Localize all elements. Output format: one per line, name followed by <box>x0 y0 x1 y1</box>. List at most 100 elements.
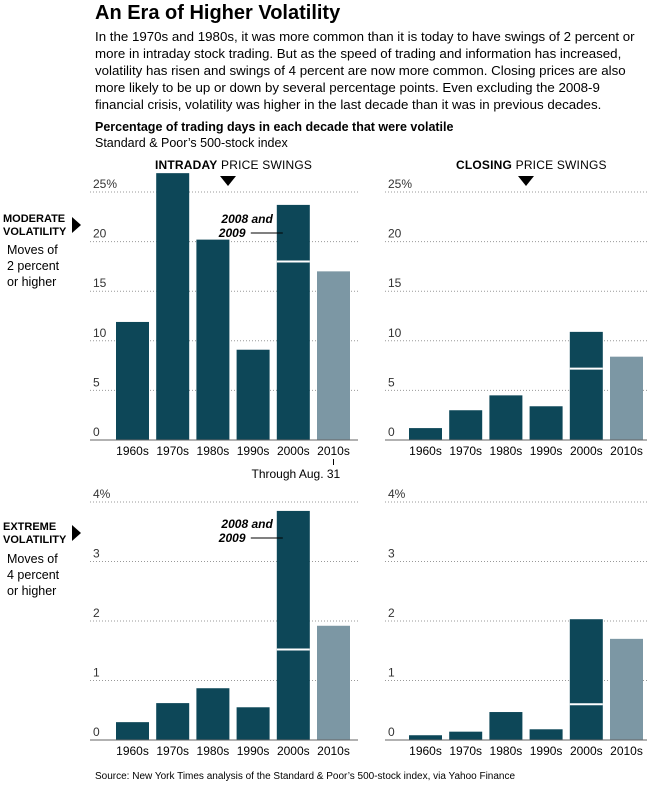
y-tick-label: 10 <box>93 326 107 340</box>
annotation-label-line1: 2008 and <box>220 212 273 226</box>
y-tick-label: 0 <box>388 425 395 439</box>
bar-2010s <box>610 638 643 740</box>
x-tick-label: 2010s <box>317 744 350 758</box>
bar-1990s <box>236 707 270 740</box>
row-label-moderate: MODERATE VOLATILITY <box>3 213 66 239</box>
x-tick-label: 1980s <box>490 744 523 758</box>
x-tick-label: 1970s <box>449 744 482 758</box>
bar-2010s <box>610 356 643 440</box>
row-label-extreme: EXTREME VOLATILITY <box>3 521 66 547</box>
x-tick-label: 2000s <box>570 744 603 758</box>
bar-1980s <box>489 712 523 740</box>
chart-extreme-intraday: 0 1 2 3 4% 1960s 1970s 1980s 1990s 2000s 2010s 2008… <box>90 487 358 758</box>
y-tick-label: 25% <box>388 177 412 191</box>
x-tick-label: 1980s <box>197 444 230 458</box>
y-tick-label: 15 <box>93 276 107 290</box>
bar-1970s <box>449 410 483 440</box>
x-tick-label: 1960s <box>116 744 149 758</box>
column-header-closing-bold: CLOSING <box>456 158 513 172</box>
intro-text: In the 1970s and 1980s, it was more comm… <box>95 29 635 112</box>
row-sub-moderate-line1: Moves of <box>7 243 58 257</box>
bar-2000s <box>569 619 603 740</box>
chart-extreme-closing: 0 1 2 3 4% 1960s 1970s 1980s 1990s 2000s 2010s <box>385 487 647 758</box>
x-tick-label: 1970s <box>449 444 482 458</box>
chart-subtitle: Percentage of trading days in each decad… <box>95 120 454 134</box>
x-tick-label: 1980s <box>197 744 230 758</box>
y-tick-label: 2 <box>93 606 100 620</box>
x-tick-label: 1960s <box>409 444 442 458</box>
x-tick-label: 1970s <box>156 744 189 758</box>
x-tick-label: 1990s <box>237 744 270 758</box>
bar-1980s <box>489 395 523 440</box>
row-sub-extreme-line1: Moves of <box>7 552 58 566</box>
bar-1970s <box>156 703 190 740</box>
chart-moderate-closing: 0 5 10 15 20 25% 1960s 1970s 1980s 1990s 2000s 2010… <box>385 177 647 458</box>
x-tick-label: 2010s <box>610 744 643 758</box>
bar-2000s <box>276 204 310 440</box>
y-tick-label: 10 <box>388 326 402 340</box>
x-tick-label: 1960s <box>409 744 442 758</box>
row-label-extreme-line2: VOLATILITY <box>3 534 67 546</box>
y-tick-label: 20 <box>93 227 107 241</box>
y-tick-label: 0 <box>93 725 100 739</box>
y-tick-label: 0 <box>388 725 395 739</box>
note-label: Through Aug. 31 <box>252 467 341 481</box>
column-header-intraday-rest: PRICE SWINGS <box>217 158 313 172</box>
bar-1960s <box>409 735 442 740</box>
x-tick-label: 2000s <box>277 444 310 458</box>
chart-moderate-intraday: 0 5 10 15 20 25% 1960s 1970s 1980s 1990s 2000s 2010… <box>90 173 358 481</box>
x-tick-label: 1990s <box>237 444 270 458</box>
row-sub-extreme-line3: or higher <box>7 584 57 598</box>
y-tick-label: 4% <box>93 487 111 501</box>
y-tick-label: 20 <box>388 227 402 241</box>
y-tick-label: 1 <box>388 666 395 680</box>
y-tick-label: 1 <box>93 666 100 680</box>
column-header-closing-rest: PRICE SWINGS <box>512 158 607 172</box>
x-tick-label: 1990s <box>530 444 563 458</box>
x-tick-label: 2010s <box>317 444 350 458</box>
bar-1970s <box>449 731 483 740</box>
y-tick-label: 5 <box>388 375 395 389</box>
bar-1960s <box>409 428 442 440</box>
bar-1990s <box>529 729 563 740</box>
x-tick-label: 2000s <box>277 744 310 758</box>
bar-1960s <box>116 321 149 440</box>
right-arrow-icon <box>72 525 81 541</box>
bar-1980s <box>196 239 230 440</box>
chart-title: An Era of Higher Volatility <box>95 2 341 24</box>
row-label-extreme-line1: EXTREME <box>3 521 57 533</box>
bar-1980s <box>196 688 230 740</box>
row-sub-moderate: Moves of 2 percent or higher <box>7 242 59 290</box>
column-header-closing: CLOSING PRICE SWINGS <box>456 158 607 172</box>
x-tick-label: 2010s <box>610 444 643 458</box>
source-note: Source: New York Times analysis of the S… <box>95 771 516 782</box>
annotation-label-line1: 2008 and <box>220 517 273 531</box>
row-sub-extreme-line2: 4 percent <box>7 568 60 582</box>
row-sub-moderate-line3: or higher <box>7 275 57 289</box>
down-arrow-icon <box>518 176 534 186</box>
column-header-intraday-bold: INTRADAY <box>155 158 218 172</box>
bar-1970s <box>156 173 190 441</box>
y-tick-label: 2 <box>388 606 395 620</box>
bar-1960s <box>116 722 149 740</box>
x-tick-label: 1990s <box>530 744 563 758</box>
bar-2000s <box>569 331 603 440</box>
bar-1990s <box>236 349 270 440</box>
y-tick-label: 3 <box>93 547 100 561</box>
y-tick-label: 4% <box>388 487 406 501</box>
row-sub-extreme: Moves of 4 percent or higher <box>7 551 59 599</box>
x-tick-label: 1970s <box>156 444 189 458</box>
row-label-moderate-line2: VOLATILITY <box>3 226 67 238</box>
bar-1990s <box>529 406 563 440</box>
x-tick-label: 2000s <box>570 444 603 458</box>
y-tick-label: 15 <box>388 276 402 290</box>
row-sub-moderate-line2: 2 percent <box>7 259 60 273</box>
chart-subtitle-index: Standard & Poor’s 500-stock index <box>95 136 288 150</box>
bar-2010s <box>317 271 350 440</box>
row-label-moderate-line1: MODERATE <box>3 213 66 225</box>
annotation-label-line2: 2009 <box>218 531 246 545</box>
y-tick-label: 5 <box>93 375 100 389</box>
bar-2010s <box>317 625 350 740</box>
y-tick-label: 3 <box>388 547 395 561</box>
bar-2000s <box>276 510 310 740</box>
